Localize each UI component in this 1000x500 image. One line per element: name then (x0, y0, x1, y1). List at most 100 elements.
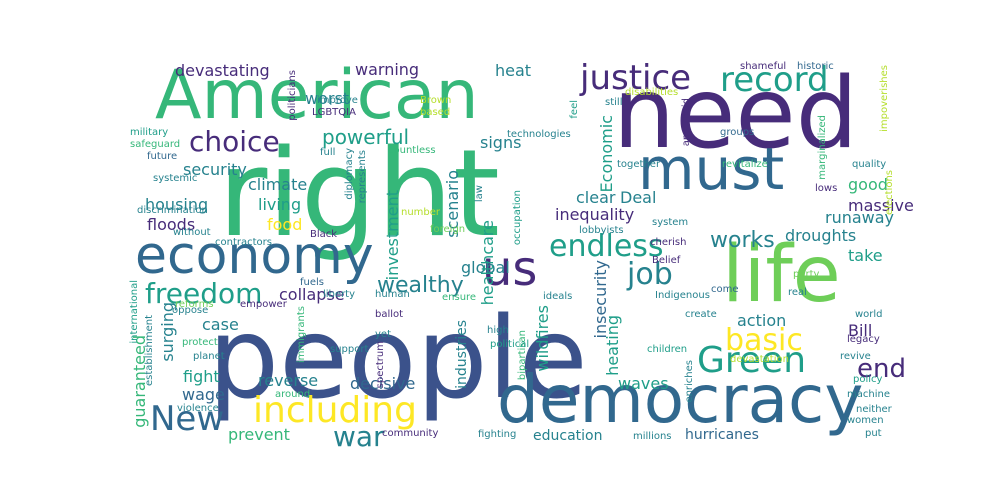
word-food: food (267, 215, 303, 234)
word-shameful: shameful (740, 61, 787, 72)
word-fight: fight (183, 367, 220, 386)
word-planet: planet (193, 351, 225, 362)
word-improve: improve (317, 95, 358, 106)
word-justice: justice (580, 58, 692, 98)
word-political: political (490, 339, 530, 350)
word-ensure: ensure (442, 292, 477, 303)
word-safeguard: safeguard (130, 139, 181, 150)
word-apartheid: apartheid (681, 98, 692, 147)
word-without: without (173, 227, 211, 238)
word-deal: Deal (620, 188, 657, 207)
word-enriches: enriches (684, 360, 695, 403)
word-inequality: inequality (555, 205, 635, 224)
word-must: must (638, 135, 785, 203)
word-new: New (150, 399, 225, 439)
word-future: future (147, 151, 178, 162)
word-establishment: establishment (144, 315, 155, 387)
word-us: us (482, 241, 538, 297)
word-heating: heating (603, 315, 622, 376)
word-people: people (208, 294, 588, 424)
word-millions: millions (633, 431, 672, 442)
word-wildfires: wildfires (533, 305, 552, 372)
word-works: works (710, 228, 775, 253)
word-prevent: prevent (228, 425, 290, 444)
word-living: living (258, 195, 302, 214)
word-number: number (401, 207, 441, 218)
word-empower: empower (240, 299, 287, 310)
word-bipartisan: bipartisan (517, 330, 528, 381)
word-hurricanes: hurricanes (685, 427, 759, 443)
word-need: need (613, 57, 858, 171)
word-around: around (275, 389, 311, 400)
word-industries: industries (454, 320, 470, 389)
word-healthcare: healthcare (478, 220, 497, 306)
word-democracy: democracy (497, 361, 864, 438)
word-party: party (793, 269, 820, 280)
word-endless: endless (549, 229, 664, 264)
word-including: including (253, 390, 417, 431)
word-elections: elections (884, 170, 895, 215)
word-foreign: foreign (430, 224, 466, 235)
word-machine: machine (847, 389, 890, 400)
word-case: case (202, 315, 239, 334)
word-revive: revive (840, 351, 871, 362)
word-oppose: oppose (172, 305, 209, 316)
word-violence: violence (177, 403, 219, 414)
word-revitalize: revitalize (722, 159, 768, 170)
word-indigenous: Indigenous (655, 290, 710, 301)
word-reverse: reverse (258, 371, 319, 390)
word-technologies: technologies (507, 129, 571, 140)
word-lows: lows (815, 183, 838, 194)
word-fighting: fighting (478, 429, 517, 440)
word-together: together (617, 159, 661, 170)
word-women: women (847, 415, 884, 426)
word-basic: basic (725, 323, 803, 358)
word-liberty: liberty (323, 289, 356, 300)
word-spectrum: spectrum (375, 341, 386, 389)
word-droughts: droughts (785, 226, 857, 245)
word-diplomacy: diplomacy (344, 148, 355, 200)
word-powerful: powerful (322, 125, 410, 149)
word-neither: neither (856, 404, 892, 415)
word-groups: groups (720, 127, 755, 138)
word-economic: Economic (597, 115, 616, 193)
word-wage: wage (182, 385, 225, 404)
word-freedom: freedom (145, 277, 263, 310)
word-black: Black (310, 229, 338, 240)
word-discrimination: discrimination (137, 205, 208, 216)
word-record: record (720, 60, 829, 100)
word-children: children (647, 344, 688, 355)
word-put: put (865, 428, 882, 439)
word-devastating: devastating (175, 61, 270, 80)
word-take: take (848, 246, 883, 265)
word-still: still (605, 97, 623, 108)
word-occupation: occupation (512, 190, 523, 246)
word-represents: represents (357, 150, 368, 204)
word-community: community (382, 428, 439, 439)
word-waves: waves (618, 374, 669, 393)
word-systemic: systemic (153, 173, 198, 184)
word-based: based (420, 107, 451, 118)
word-yet: yet (375, 329, 391, 340)
word-floods: floods (147, 215, 196, 234)
word-climate: climate (248, 175, 308, 194)
word-full: full (320, 147, 336, 158)
word-policy: policy (853, 374, 883, 385)
word-economy: economy (135, 226, 374, 286)
word-heat: heat (495, 61, 532, 80)
word-security: security (183, 160, 247, 179)
word-green: Green (697, 340, 807, 381)
word-immigrants: immigrants (296, 306, 307, 364)
word-politicians: politicians (287, 70, 298, 121)
word-human: human (375, 289, 410, 300)
word-feel: feel (569, 100, 580, 119)
word-contractors: contractors (215, 237, 272, 248)
word-law: law (474, 185, 485, 203)
word-countless: countless (388, 145, 436, 156)
word-disabilities: disabilities (625, 87, 679, 98)
word-military: military (130, 127, 169, 138)
word-choice: choice (189, 125, 280, 158)
word-reforms: reforms (175, 299, 214, 310)
word-high: high (487, 325, 509, 336)
word-good: good (848, 175, 888, 194)
